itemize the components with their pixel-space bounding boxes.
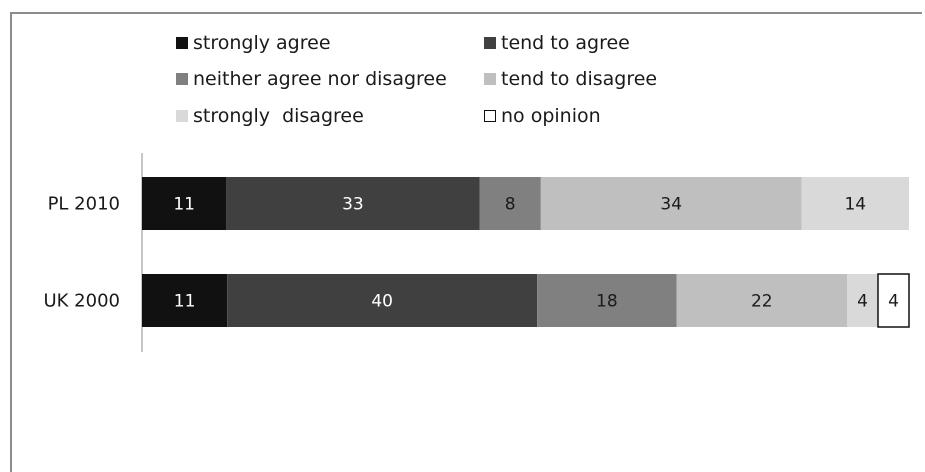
bar-segment [676, 274, 848, 327]
legend-label: neither agree nor disagree [193, 68, 447, 90]
bar-value-label: 34 [660, 195, 682, 215]
legend-label: tend to agree [501, 32, 630, 54]
bar-segment [877, 273, 910, 328]
legend-label: tend to disagree [501, 68, 658, 90]
bar-value-label: 8 [505, 195, 516, 215]
legend-item-strongly-agree: strongly agree [176, 32, 331, 54]
bar-value-label: 14 [844, 195, 866, 215]
legend-swatch [484, 37, 496, 49]
bar-value-label: 33 [342, 195, 364, 215]
bar-segment [227, 274, 538, 327]
bar-value-label: 22 [751, 292, 773, 312]
bar-segment [540, 177, 802, 230]
legend-label: strongly agree [193, 32, 331, 54]
legend-swatch [176, 73, 188, 85]
legend-swatch [176, 110, 188, 122]
legend-swatch [176, 37, 188, 49]
legend-item-tend-to-disagree: tend to disagree [484, 68, 657, 90]
bar-value-label: 18 [596, 292, 618, 312]
bar-segment [847, 274, 879, 327]
bar-segment [479, 177, 541, 230]
legend-label: no opinion [501, 105, 601, 127]
chart-frame [10, 12, 922, 472]
bar-segment [142, 274, 228, 327]
bar-segment [537, 274, 677, 327]
legend-swatch [484, 73, 496, 85]
legend-item-no-opinion: no opinion [484, 105, 601, 127]
bar-value-label: 4 [888, 292, 899, 312]
bar-value-label: 11 [174, 292, 196, 312]
bar-segment [801, 177, 909, 230]
bar-value-label: 11 [173, 195, 195, 215]
legend-item-strongly-disagree: strongly disagree [176, 105, 364, 127]
category-label: PL 2010 [48, 194, 120, 215]
legend-item-neither: neither agree nor disagree [176, 68, 447, 90]
legend-label: strongly disagree [193, 105, 364, 127]
legend-item-tend-to-agree: tend to agree [484, 32, 630, 54]
bar-segment [142, 177, 227, 230]
bar-segment [226, 177, 480, 230]
bar-value-label: 40 [371, 292, 393, 312]
legend-swatch [484, 110, 496, 122]
bar-value-label: 4 [857, 292, 868, 312]
category-label: UK 2000 [43, 291, 120, 312]
